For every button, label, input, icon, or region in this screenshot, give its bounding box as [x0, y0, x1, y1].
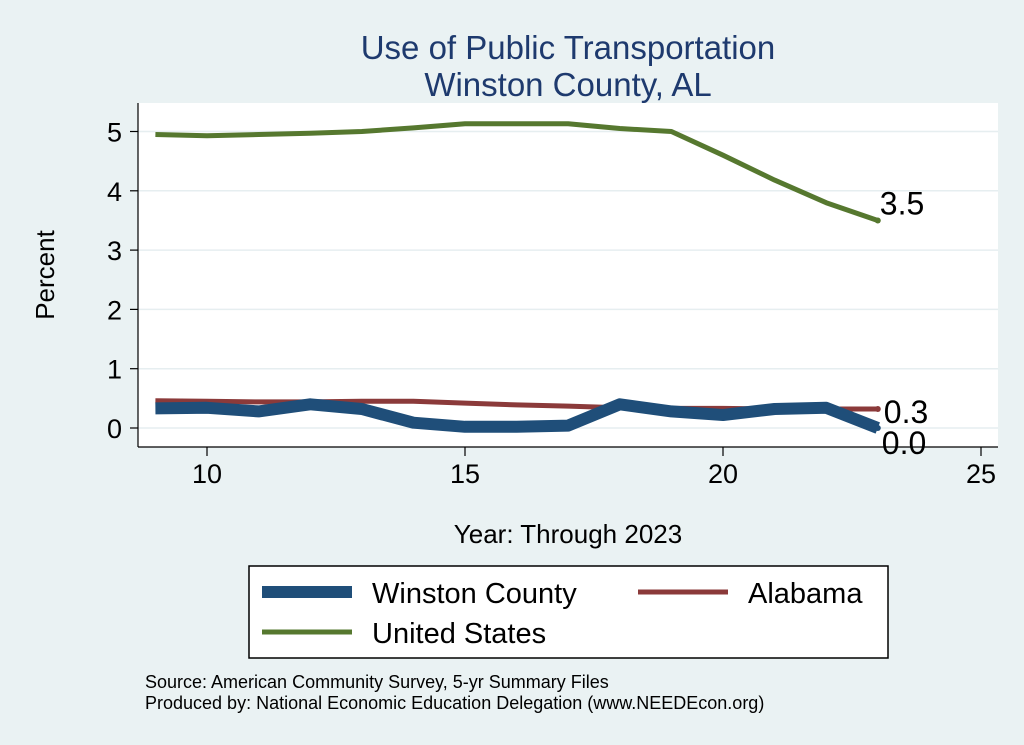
legend-label-winston-county: Winston County [372, 578, 577, 610]
series-line-united-states [155, 121, 879, 223]
y-tick-label-1: 1 [107, 355, 122, 385]
end-labels: 0.00.3 3.5 [874, 185, 928, 461]
end-point-alabama [874, 406, 881, 413]
y-axis-label: Percent [30, 229, 60, 319]
y-tick-label-3: 3 [107, 236, 122, 266]
producer-note: Produced by: National Economic Education… [145, 693, 764, 713]
legend: Winston County Alabama United States [248, 565, 889, 659]
end-point-winston-county [874, 425, 881, 431]
end-point-united-states [874, 217, 881, 224]
y-axis-ticks: 0 1 2 3 4 5 [107, 118, 138, 444]
x-tick-label-10: 10 [192, 459, 222, 489]
x-axis-ticks: 10 15 20 25 [192, 447, 996, 489]
end-label-alabama: 0.3 [884, 394, 928, 430]
chart-title: Use of Public Transportation [361, 29, 776, 66]
end-label-winston-county: 0.0 [882, 425, 926, 461]
legend-box [248, 565, 889, 659]
x-tick-label-20: 20 [708, 459, 738, 489]
gridlines [138, 130, 998, 429]
y-tick-label-4: 4 [107, 177, 122, 207]
x-tick-label-25: 25 [966, 459, 996, 489]
source-note: Source: American Community Survey, 5-yr … [145, 672, 609, 692]
legend-label-united-states: United States [372, 618, 546, 650]
x-tick-label-15: 15 [450, 459, 480, 489]
plot-area [138, 103, 998, 447]
legend-label-alabama: Alabama [748, 578, 863, 610]
y-tick-label-5: 5 [107, 118, 122, 148]
y-tick-label-0: 0 [107, 414, 122, 444]
series-layer [155, 121, 880, 434]
axes [137, 103, 998, 448]
x-axis-label: Year: Through 2023 [454, 519, 682, 549]
chart-subtitle: Winston County, AL [424, 66, 711, 103]
end-label-united-states: 3.5 [880, 185, 924, 221]
series-line-winston-county [155, 398, 880, 434]
y-tick-label-2: 2 [107, 295, 122, 325]
